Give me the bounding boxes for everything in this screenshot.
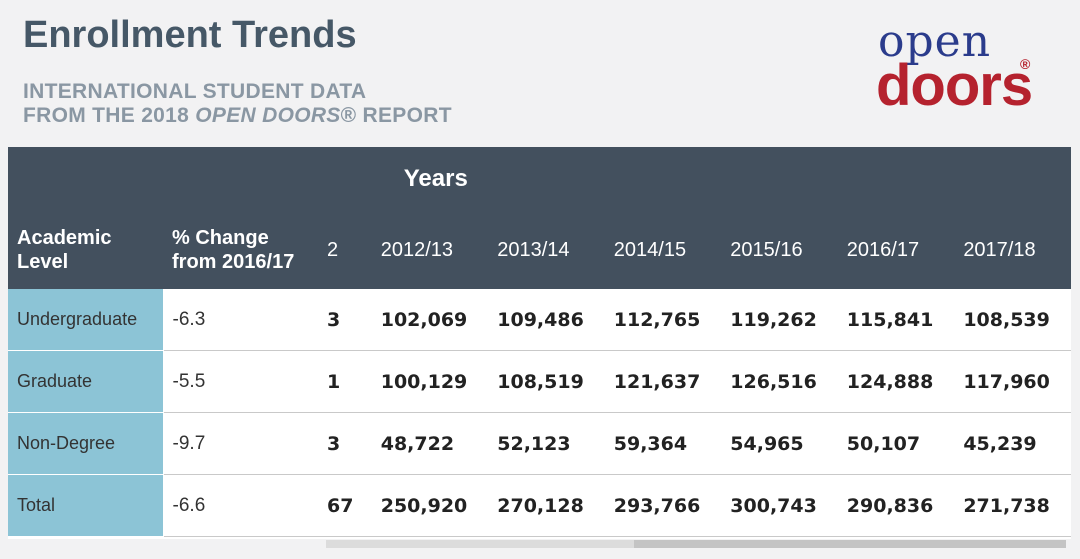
column-header: 2015/16 [721,211,838,289]
years-group-row: Years [8,147,1071,211]
enrollment-table-container[interactable]: Years Academic Level% Change from 2016/1… [8,147,1071,539]
academic-level-cell: Non-Degree [8,412,164,475]
rank-cell: 67 [318,474,372,537]
enrollment-table: Years Academic Level% Change from 2016/1… [8,147,1071,537]
enrollment-value-cell: 45,239 [954,412,1071,475]
enrollment-value-cell: 54,965 [721,412,838,475]
enrollment-value-cell: 121,637 [604,350,722,413]
rank-cell: 3 [318,289,372,351]
enrollment-value-cell: 300,743 [721,474,838,537]
logo-doors-text: doors [876,53,1033,118]
academic-level-cell: Graduate [8,350,164,413]
subtitle-line-2: FROM THE 2018 OPEN DOORS® REPORT [23,104,452,128]
column-header: 2 [318,211,372,289]
enrollment-value-cell: 293,766 [604,474,722,537]
table-row: Non-Degree -9.7 3 48,722 52,123 59,364 54,965 5… [8,412,1071,475]
column-header: 2017/18 [954,211,1071,289]
enrollment-value-cell: 250,920 [371,474,489,537]
scrollbar-thumb[interactable] [634,540,1066,548]
enrollment-value-cell: 109,486 [488,289,605,351]
enrollment-value-cell: 115,841 [837,289,955,351]
academic-level-cell: Undergraduate [8,289,164,351]
subtitle-emphasis: OPEN DOORS [195,104,341,127]
column-header: 2012/13 [371,211,489,289]
enrollment-value-cell: 117,960 [954,350,1071,413]
percent-change-cell: -6.6 [162,474,319,537]
table-row: Graduate -5.5 1 100,129 108,519 121,637 126,51… [8,350,1071,413]
table-row: Undergraduate -6.3 3 102,069 109,486 112,765 1… [8,289,1071,351]
logo-open-text: open [878,16,992,67]
report-subtitle: INTERNATIONAL STUDENT DATA FROM THE 2018… [23,80,452,128]
column-header: 2014/15 [604,211,722,289]
percent-change-cell: -5.5 [162,350,319,413]
open-doors-logo: open ® doors [876,16,1046,118]
enrollment-value-cell: 48,722 [371,412,489,475]
column-header-row: Academic Level% Change from 2016/17 2 2012… [8,211,1071,289]
enrollment-value-cell: 50,107 [837,412,955,475]
column-header: 2016/17 [837,211,955,289]
enrollment-value-cell: 124,888 [837,350,955,413]
enrollment-value-cell: 290,836 [837,474,955,537]
enrollment-value-cell: 108,539 [954,289,1071,351]
percent-change-cell: -9.7 [162,412,319,475]
enrollment-value-cell: 270,128 [488,474,605,537]
enrollment-value-cell: 271,738 [954,474,1071,537]
subtitle-prefix: FROM THE 2018 [23,104,196,127]
table-row: Total -6.6 67 250,920 270,128 293,766 300,743 2… [8,474,1071,537]
enrollment-value-cell: 102,069 [371,289,489,351]
enrollment-value-cell: 119,262 [721,289,838,351]
enrollment-value-cell: 59,364 [604,412,722,475]
subtitle-suffix: ® REPORT [340,104,452,127]
subtitle-line-1: INTERNATIONAL STUDENT DATA [23,80,367,103]
academic-level-cell: Total [8,474,164,537]
years-group-header: Years [371,147,1071,211]
table-body: Undergraduate -6.3 3 102,069 109,486 112,765 1… [8,289,1071,537]
page-title: Enrollment Trends [23,14,357,56]
column-header: Academic Level [8,211,164,289]
enrollment-value-cell: 52,123 [488,412,605,475]
column-header: % Change from 2016/17 [163,211,319,289]
enrollment-value-cell: 100,129 [371,350,489,413]
rank-cell: 1 [318,350,372,413]
horizontal-scrollbar[interactable] [326,540,1066,548]
rank-cell: 3 [318,412,372,475]
logo-registered-mark: ® [1020,56,1031,72]
column-header: 2013/14 [488,211,605,289]
enrollment-value-cell: 112,765 [604,289,722,351]
enrollment-value-cell: 108,519 [488,350,605,413]
percent-change-cell: -6.3 [162,289,319,351]
enrollment-value-cell: 126,516 [721,350,838,413]
